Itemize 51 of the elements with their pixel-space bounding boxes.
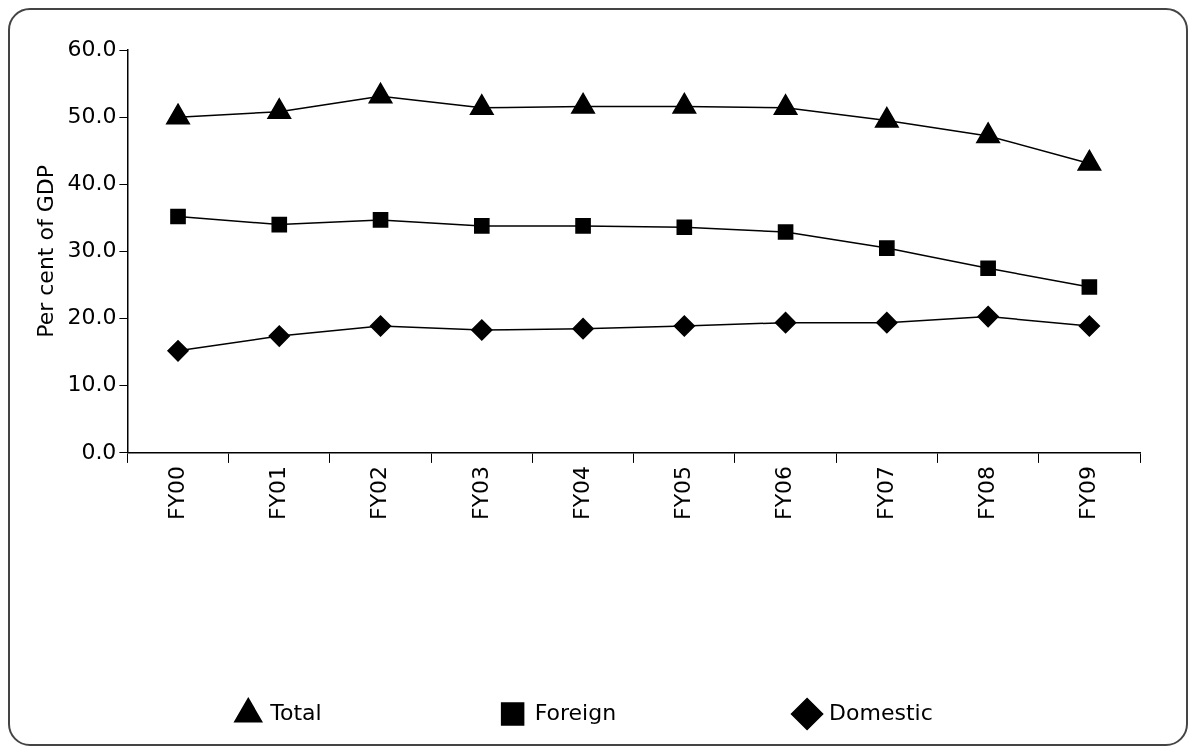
legend-label: Foreign [534, 699, 617, 725]
point [575, 218, 591, 234]
x-tick-label: FY03 [467, 465, 493, 521]
point [879, 240, 895, 256]
x-tick-label: FY02 [366, 465, 392, 521]
point [271, 216, 288, 233]
point [267, 98, 292, 120]
point [572, 317, 594, 340]
point [1077, 149, 1102, 171]
x-tick-label: FY07 [872, 465, 898, 521]
point [368, 82, 393, 104]
point [777, 224, 794, 240]
point [369, 315, 392, 337]
x-tick-label: FY04 [568, 465, 594, 521]
point [673, 315, 696, 337]
y-tick-label: 10.0 [67, 371, 117, 397]
x-tick-label: FY01 [265, 465, 290, 521]
point [874, 106, 899, 128]
y-tick-label: 0.0 [81, 438, 117, 464]
y-tick-label: 40.0 [67, 170, 117, 196]
point [980, 260, 996, 277]
point [876, 311, 898, 334]
point [1081, 279, 1098, 295]
point [268, 325, 291, 347]
point [471, 319, 493, 341]
legend-label: Domestic [829, 699, 933, 725]
point [166, 103, 191, 125]
legend-label: Total [269, 699, 322, 725]
y-tick-label: 30.0 [67, 237, 117, 263]
point [1078, 315, 1101, 337]
point [676, 219, 693, 236]
point [372, 212, 389, 228]
point [571, 92, 596, 114]
x-tick-label: FY08 [973, 465, 999, 521]
x-tick-label: FY09 [1075, 465, 1101, 521]
x-tick-label: FY06 [771, 465, 797, 521]
y-tick-label: 50.0 [67, 102, 117, 128]
x-tick-label: FY05 [670, 465, 696, 521]
point [773, 94, 798, 115]
point [672, 92, 697, 114]
point [167, 340, 189, 362]
x-tick-label: FY00 [163, 465, 189, 521]
point [774, 311, 797, 334]
y-tick-label: 60.0 [67, 35, 117, 61]
point [473, 218, 490, 234]
point [977, 305, 999, 328]
point [976, 122, 1001, 144]
y-axis-title: Per cent of GDP [32, 165, 58, 338]
y-tick-label: 20.0 [67, 304, 117, 330]
point [469, 94, 494, 115]
point [170, 208, 186, 225]
